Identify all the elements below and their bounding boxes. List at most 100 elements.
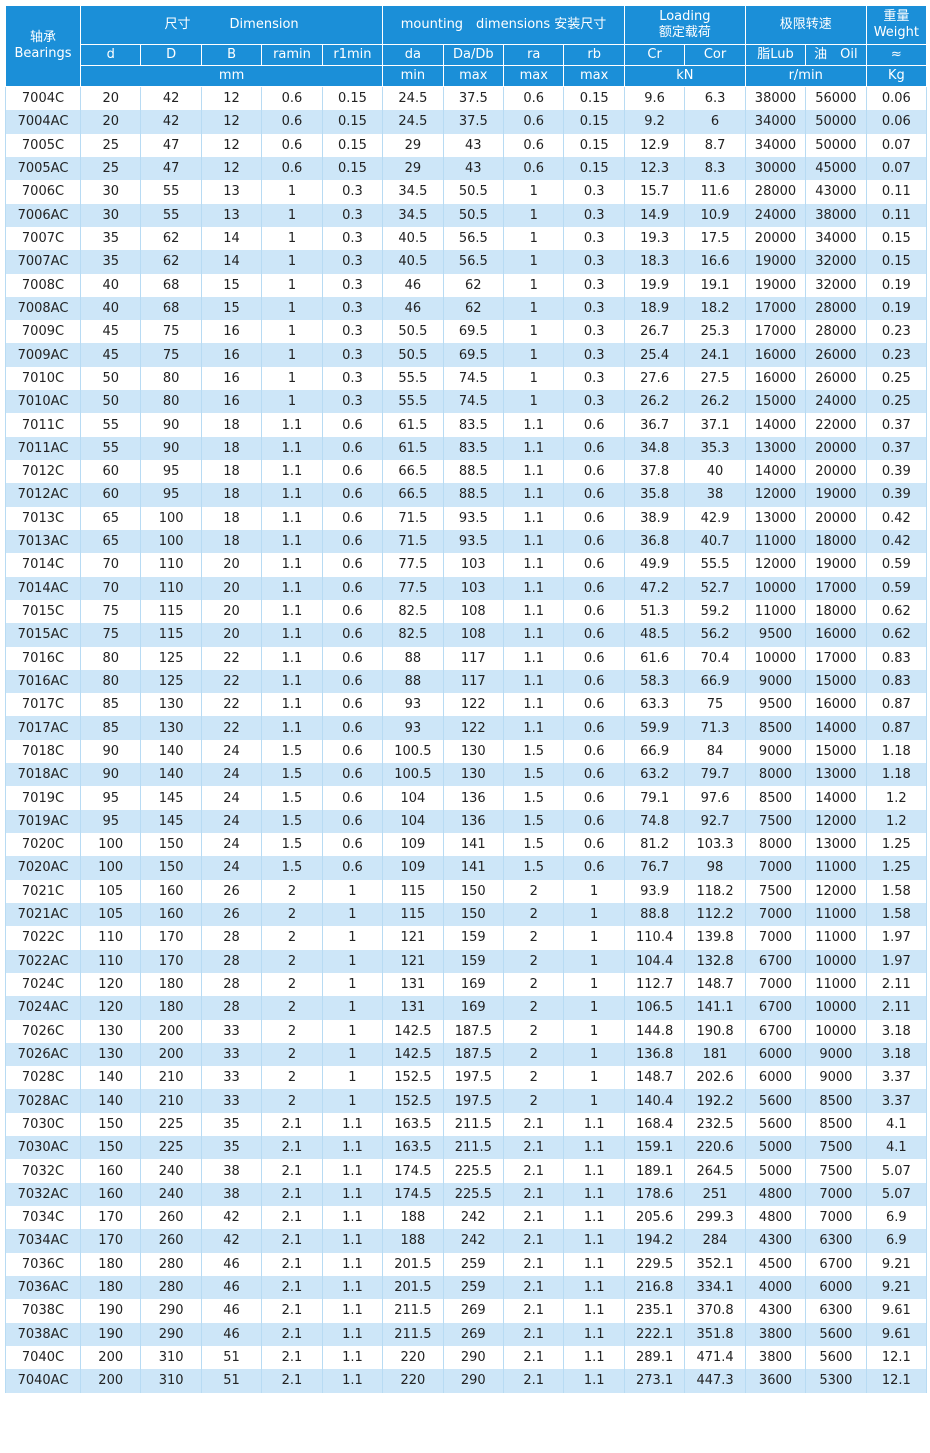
table-cell: 1.1 [563, 1206, 625, 1230]
table-cell: 200 [79, 1345, 142, 1370]
table-cell: 190 [79, 1322, 142, 1346]
unit: r/min [744, 65, 867, 87]
table-cell: 0.6 [261, 156, 323, 181]
table-cell: 1.1 [321, 1299, 384, 1323]
table-cell: 80 [79, 669, 142, 694]
table-cell: 55.5 [382, 390, 444, 414]
table-cell: 100 [140, 506, 202, 530]
table-cell: 2.1 [261, 1182, 323, 1206]
table-row: 7036AC 180 280 46 2.1 1.1 201.5 259 2.1 1.1 216.8 3… [5, 1275, 928, 1300]
table-cell: 0.6 [321, 856, 384, 880]
table-cell: 9.6 [623, 86, 686, 111]
table-cell: 1.1 [563, 1229, 625, 1253]
table-cell: 0.6 [321, 763, 384, 787]
table-cell: 9000 [744, 739, 807, 764]
table-cell: 71.3 [684, 716, 746, 740]
table-cell: 82.5 [382, 623, 444, 647]
table-cell: 45 [79, 320, 142, 344]
table-cell: 0.3 [321, 296, 384, 321]
table-cell: 2.1 [503, 1252, 565, 1276]
table-row: 7030C 150 225 35 2.1 1.1 163.5 211.5 2.1 1.1 168.4… [5, 1112, 928, 1137]
table-cell: 159 [442, 949, 505, 973]
bearing-model: 7040AC [5, 1369, 81, 1393]
table-cell: 197.5 [442, 1066, 505, 1090]
bearing-model: 7010C [5, 366, 81, 391]
table-cell: 24.1 [684, 343, 746, 367]
table-cell: 2.1 [261, 1252, 323, 1276]
table-cell: 1.25 [865, 856, 928, 880]
table-cell: 75 [79, 623, 142, 647]
bearing-table: 轴承 Bearings 尺寸 Dimension mounting dimensi… [5, 5, 928, 1393]
table-row: 7004AC 20 42 12 0.6 0.15 24.5 37.5 0.6 0.15 9.2 6 34… [5, 110, 928, 134]
table-cell: 110.4 [623, 926, 686, 950]
table-cell: 1.1 [261, 669, 323, 694]
table-cell: 1.1 [261, 460, 323, 484]
table-cell: 45 [79, 343, 142, 367]
table-cell: 18 [200, 436, 263, 460]
table-cell: 280 [140, 1252, 202, 1276]
table-cell: 1.1 [261, 413, 323, 437]
table-cell: 0.3 [563, 296, 625, 321]
table-cell: 9000 [805, 1066, 867, 1090]
table-cell: 75 [79, 599, 142, 624]
table-cell: 34000 [805, 226, 867, 251]
table-cell: 28000 [805, 296, 867, 321]
table-cell: 0.07 [865, 133, 928, 157]
table-cell: 0.19 [865, 273, 928, 297]
table-cell: 68 [140, 296, 202, 321]
table-cell: 20000 [805, 506, 867, 530]
table-cell: 150 [79, 1136, 142, 1160]
table-cell: 17000 [744, 320, 807, 344]
table-cell: 0.6 [563, 693, 625, 717]
table-cell: 0.3 [321, 250, 384, 274]
header-text: 额定载荷 [658, 25, 711, 40]
table-cell: 211.5 [382, 1299, 444, 1323]
table-cell: 1.5 [503, 809, 565, 833]
table-cell: 95 [79, 809, 142, 833]
table-row: 7008C 40 68 15 1 0.3 46 62 1 0.3 19.9 19.1 19000 3200… [5, 273, 928, 297]
table-cell: 2 [503, 879, 565, 903]
table-cell: 1 [503, 390, 565, 414]
table-cell: 1 [563, 879, 625, 903]
table-cell: 1.1 [503, 599, 565, 624]
table-row: 7032AC 160 240 38 2.1 1.1 174.5 225.5 2.1 1.1 178.… [5, 1182, 928, 1206]
table-cell: 18 [200, 413, 263, 437]
table-cell: 1.1 [563, 1159, 625, 1183]
table-cell: 2 [261, 1089, 323, 1113]
table-cell: 0.3 [563, 343, 625, 367]
table-cell: 7500 [744, 879, 807, 903]
table-cell: 2.1 [503, 1322, 565, 1346]
column-header: ramin [261, 44, 323, 66]
table-cell: 38.9 [623, 506, 686, 530]
bearing-model: 7004C [5, 86, 81, 111]
table-cell: 1 [503, 273, 565, 297]
table-cell: 1.5 [261, 833, 323, 857]
table-cell: 1.1 [261, 553, 323, 577]
table-cell: 20 [79, 86, 142, 111]
table-cell: 0.6 [503, 156, 565, 181]
table-cell: 9.61 [865, 1322, 928, 1346]
table-cell: 2.1 [261, 1159, 323, 1183]
bearing-model: 7008C [5, 273, 81, 297]
table-cell: 112.2 [684, 902, 746, 927]
table-cell: 141 [442, 856, 505, 880]
table-cell: 100 [79, 833, 142, 857]
table-cell: 19000 [744, 273, 807, 297]
table-cell: 273.1 [623, 1369, 686, 1393]
table-cell: 13 [200, 203, 263, 227]
table-cell: 4300 [744, 1229, 807, 1253]
table-cell: 3.37 [865, 1089, 928, 1113]
table-cell: 5.07 [865, 1159, 928, 1183]
table-cell: 29 [382, 156, 444, 181]
table-cell: 150 [140, 856, 202, 880]
bearing-model: 7007C [5, 226, 81, 251]
table-cell: 47 [140, 156, 202, 181]
table-cell: 93.9 [623, 879, 686, 903]
table-cell: 188 [382, 1206, 444, 1230]
table-cell: 10000 [805, 949, 867, 973]
table-cell: 121 [382, 926, 444, 950]
table-cell: 18 [200, 460, 263, 484]
table-cell: 6000 [744, 1066, 807, 1090]
table-cell: 66.5 [382, 460, 444, 484]
table-cell: 0.6 [321, 553, 384, 577]
